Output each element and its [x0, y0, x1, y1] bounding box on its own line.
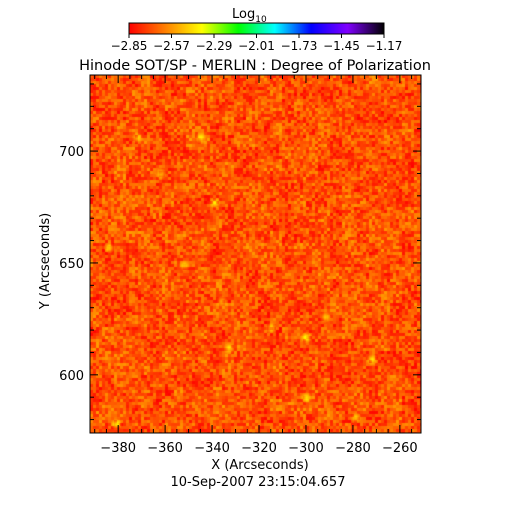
- colorbar-tick-label: −2.85: [111, 39, 148, 53]
- y-tick-label: 700: [59, 145, 84, 160]
- colorbar-tick-label: −2.29: [196, 39, 233, 53]
- x-tick-label: −380: [100, 441, 136, 456]
- colorbar-title: Log10: [232, 7, 267, 25]
- chart-title: Hinode SOT/SP - MERLIN : Degree of Polar…: [79, 58, 431, 74]
- colorbar-tick-label: −2.57: [153, 39, 190, 53]
- colorbar-gradient: [128, 22, 385, 35]
- x-tick-label: −280: [335, 441, 371, 456]
- x-tick-label: −320: [241, 441, 277, 456]
- colorbar-tick-label: −1.73: [281, 39, 318, 53]
- x-tick-label: −360: [147, 441, 183, 456]
- colorbar-tick-label: −1.17: [366, 39, 403, 53]
- y-tick-label: 600: [59, 369, 84, 384]
- colorbar-title-subscript: 10: [255, 15, 267, 25]
- colorbar: Log10 −2.85 −2.57 −2.29 −2.01 −1.73 −1.45 −1.1…: [111, 7, 403, 53]
- heatmap-area: [89, 74, 422, 434]
- y-axis: 600 650 700: [59, 83, 421, 421]
- x-tick-label: −260: [382, 441, 418, 456]
- colorbar-ticks: −2.85 −2.57 −2.29 −2.01 −1.73 −1.45 −1.17: [111, 34, 403, 53]
- heatmap-field: [90, 75, 421, 433]
- colorbar-tick-label: −2.01: [238, 39, 275, 53]
- colorbar-tick-label: −1.45: [323, 39, 360, 53]
- y-axis-label: Y (Arcseconds): [38, 213, 53, 310]
- observation-timestamp: 10-Sep-2007 23:15:04.657: [171, 475, 346, 490]
- y-tick-label: 650: [59, 257, 84, 272]
- x-axis-label: X (Arcseconds): [211, 458, 308, 473]
- x-axis: −380 −360 −340 −320 −300 −280 −260: [94, 75, 418, 456]
- x-tick-label: −340: [194, 441, 230, 456]
- x-tick-label: −300: [288, 441, 324, 456]
- plot-frame: [89, 74, 422, 434]
- colorbar-title-base: Log: [232, 7, 255, 22]
